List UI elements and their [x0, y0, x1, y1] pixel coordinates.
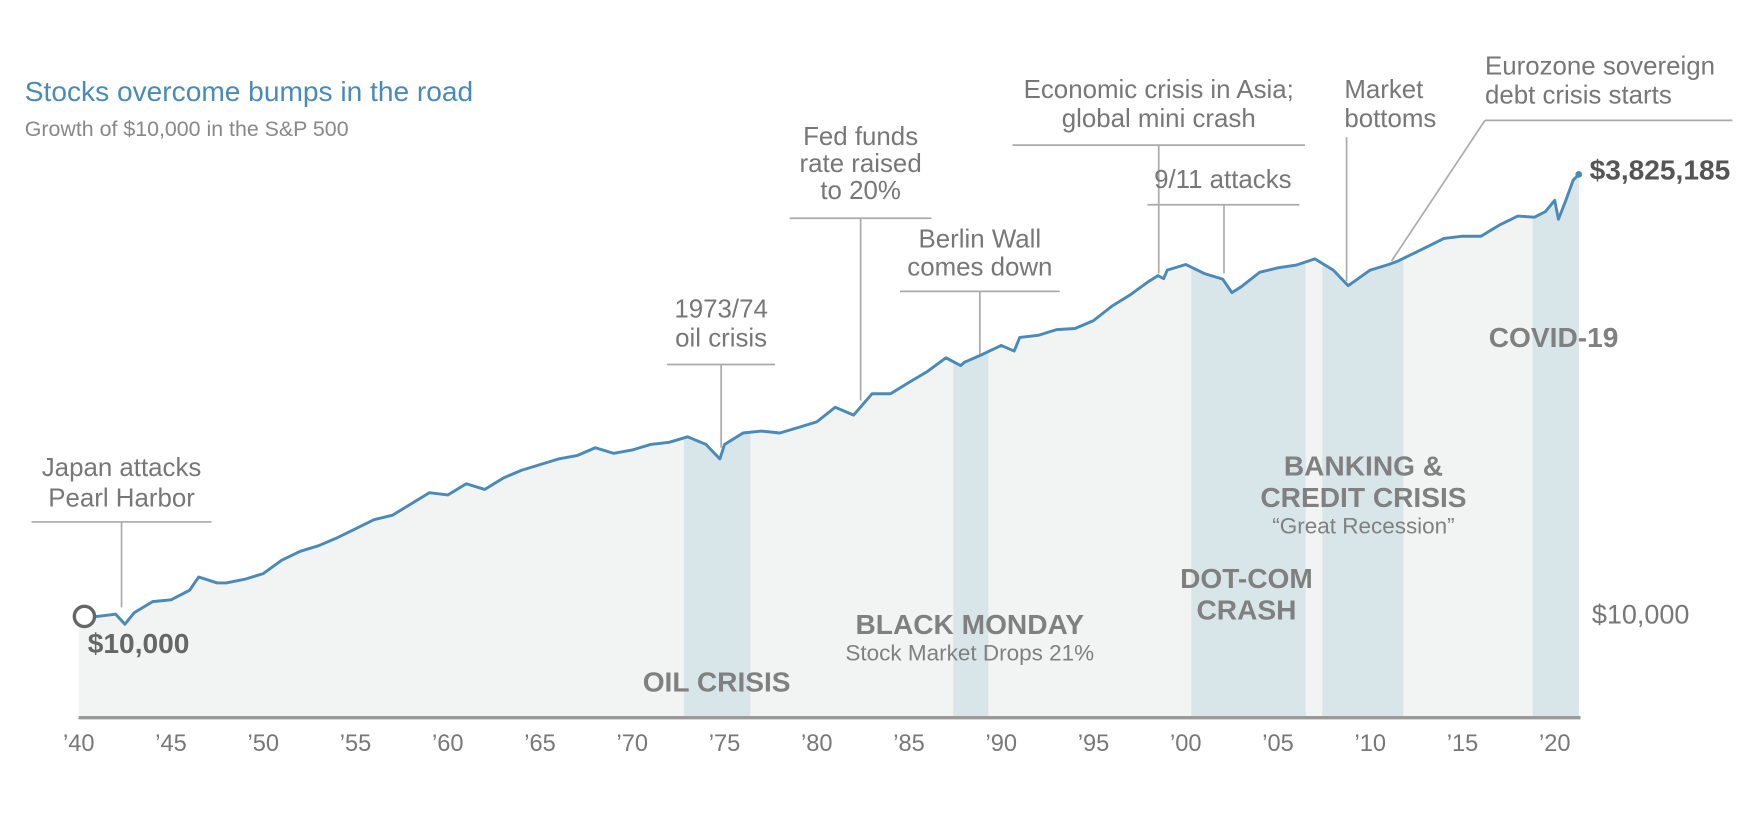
period-sublabel: “Great Recession”	[1272, 514, 1454, 539]
annotation: 1973/74	[674, 295, 767, 323]
x-tick-label: ’40	[63, 731, 95, 757]
x-tick-label: ’75	[709, 731, 741, 757]
annotation: Economic crisis in Asia;	[1024, 76, 1294, 104]
period-label: CRASH	[1197, 594, 1297, 625]
line	[78, 173, 1580, 626]
start-label: $10,000	[88, 628, 190, 659]
leader-line	[1390, 119, 1486, 262]
period-sublabel: Stock Market Drops 21%	[845, 641, 1094, 666]
end-point	[1575, 170, 1583, 178]
x-tick-label: ’85	[893, 731, 925, 757]
x-tick-label: ’65	[524, 731, 556, 757]
annotation: bottoms	[1344, 105, 1436, 133]
x-tick-label: ’95	[1078, 731, 1110, 757]
annotation: comes down	[907, 254, 1052, 282]
annotation: oil crisis	[675, 325, 767, 353]
x-tick-label: ’00	[1170, 731, 1202, 757]
annotation: Pearl Harbor	[48, 484, 195, 512]
x-tick-label: ’90	[986, 731, 1018, 757]
x-tick-label: ’05	[1262, 731, 1294, 757]
annotation: Market	[1344, 76, 1423, 104]
period-label: BLACK MONDAY	[855, 609, 1084, 640]
x-tick-label: ’70	[617, 731, 649, 757]
period-band	[683, 174, 751, 718]
x-tick-label: ’15	[1447, 731, 1479, 757]
annotation: Berlin Wall	[919, 226, 1042, 254]
period-label: BANKING &	[1284, 450, 1443, 481]
period-label: DOT-COM	[1180, 563, 1313, 594]
x-tick-label: ’10	[1355, 731, 1387, 757]
period-label: OIL CRISIS	[643, 666, 791, 697]
annotation: rate raised	[800, 150, 922, 178]
annotation: Fed funds	[803, 123, 918, 151]
end-label: $3,825,185	[1590, 155, 1731, 186]
chart-subtitle: Growth of $10,000 in the S&P 500	[25, 117, 349, 141]
annotation: 9/11 attacks	[1154, 166, 1292, 194]
x-tick-label: ’50	[248, 731, 280, 757]
annotation: Eurozone sovereign	[1485, 52, 1715, 80]
period-label: CREDIT CRISIS	[1260, 482, 1466, 513]
period-label: COVID-19	[1489, 322, 1619, 353]
x-tick-label: ’45	[155, 731, 187, 757]
period-band	[1532, 174, 1579, 718]
chart-title: Stocks overcome bumps in the road	[25, 76, 473, 107]
y-tick-label: $10,000	[1592, 600, 1690, 630]
start-point	[72, 604, 97, 629]
annotation: debt crisis starts	[1485, 82, 1672, 110]
annotation: to 20%	[820, 177, 901, 205]
x-tick-label: ’80	[801, 731, 833, 757]
x-tick-label: ’60	[432, 731, 464, 757]
annotation: global mini crash	[1062, 105, 1256, 133]
annotation: Japan attacks	[42, 454, 202, 482]
x-tick-label: ’55	[340, 731, 372, 757]
x-tick-label: ’20	[1539, 731, 1571, 757]
